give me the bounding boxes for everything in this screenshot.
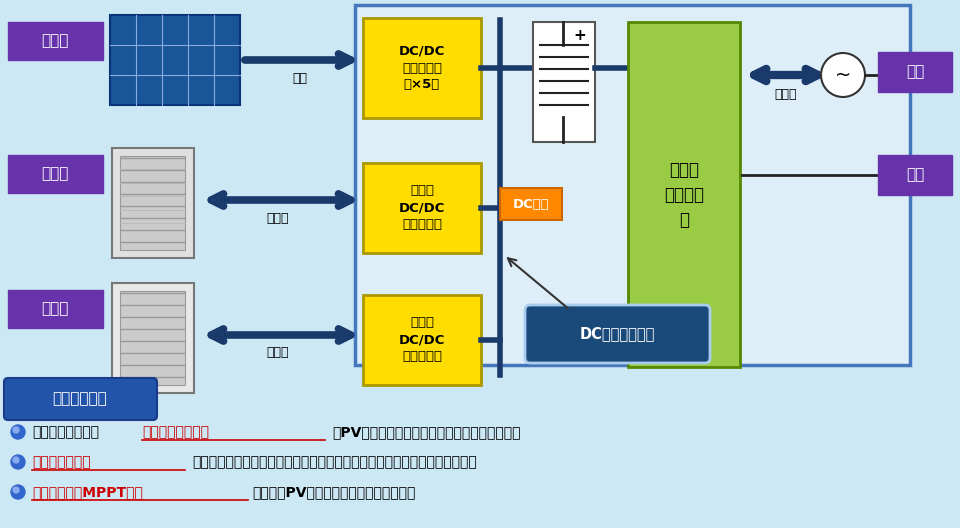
Bar xyxy=(120,291,185,385)
Text: 充放電: 充放電 xyxy=(267,212,289,224)
Text: DCバス: DCバス xyxy=(513,197,549,211)
Circle shape xyxy=(821,53,865,97)
Bar xyxy=(8,155,103,193)
FancyBboxPatch shape xyxy=(4,378,157,420)
Bar xyxy=(120,156,185,250)
Text: 蓄電池: 蓄電池 xyxy=(41,166,69,182)
Text: （PV日射変動等）にも安定した連携動作が可能: （PV日射変動等）にも安定した連携動作が可能 xyxy=(332,425,520,439)
Text: をベースに、多様な動作モード（　経済優先／環境優先／蓄電優先）を実現: をベースに、多様な動作モード（ 経済優先／環境優先／蓄電優先）を実現 xyxy=(192,455,477,469)
Circle shape xyxy=(11,425,25,439)
Text: 独自方式により、: 独自方式により、 xyxy=(32,425,99,439)
Text: 双方向
DC/DC
コンバータ: 双方向 DC/DC コンバータ xyxy=(398,316,445,363)
Bar xyxy=(112,283,194,393)
Text: 特徴ある制御: 特徴ある制御 xyxy=(53,391,108,407)
Text: DCバス制御技術: DCバス制御技術 xyxy=(579,326,655,342)
Text: 太陽光: 太陽光 xyxy=(41,33,69,49)
Bar xyxy=(500,188,562,220)
Text: 高精度バス制御: 高精度バス制御 xyxy=(32,455,90,469)
Bar xyxy=(110,15,240,105)
Bar xyxy=(8,290,103,328)
Text: 自立運転時のMPPT動作: 自立運転時のMPPT動作 xyxy=(32,485,143,499)
Text: ~: ~ xyxy=(835,65,852,84)
Bar xyxy=(878,52,952,92)
Bar xyxy=(533,22,595,142)
Text: 急激な電力変動時: 急激な電力変動時 xyxy=(142,425,209,439)
Bar xyxy=(8,22,103,60)
Text: +: + xyxy=(574,27,587,42)
Text: により、PV発電電力を最大限に利用可能: により、PV発電電力を最大限に利用可能 xyxy=(252,485,416,499)
Text: 双方向
インバー
タ: 双方向 インバー タ xyxy=(664,161,704,229)
Text: 発電: 発電 xyxy=(293,71,307,84)
Text: 双方向
DC/DC
コンバータ: 双方向 DC/DC コンバータ xyxy=(398,184,445,231)
Bar xyxy=(355,5,910,365)
Bar xyxy=(363,163,481,253)
Bar xyxy=(363,295,481,385)
FancyBboxPatch shape xyxy=(525,305,710,363)
Circle shape xyxy=(13,487,19,493)
Text: 系統: 系統 xyxy=(906,64,924,80)
Bar xyxy=(363,18,481,118)
Circle shape xyxy=(11,485,25,499)
Circle shape xyxy=(11,455,25,469)
Circle shape xyxy=(13,427,19,433)
Bar xyxy=(628,22,740,367)
Text: 充放電: 充放電 xyxy=(267,346,289,360)
Bar xyxy=(878,155,952,195)
Circle shape xyxy=(13,457,19,463)
Text: 蓄電池: 蓄電池 xyxy=(41,301,69,316)
Bar xyxy=(112,148,194,258)
Text: DC/DC
コンバータ
（×5）: DC/DC コンバータ （×5） xyxy=(398,44,445,91)
Text: 自立: 自立 xyxy=(906,167,924,183)
Text: 充放電: 充放電 xyxy=(775,89,797,101)
